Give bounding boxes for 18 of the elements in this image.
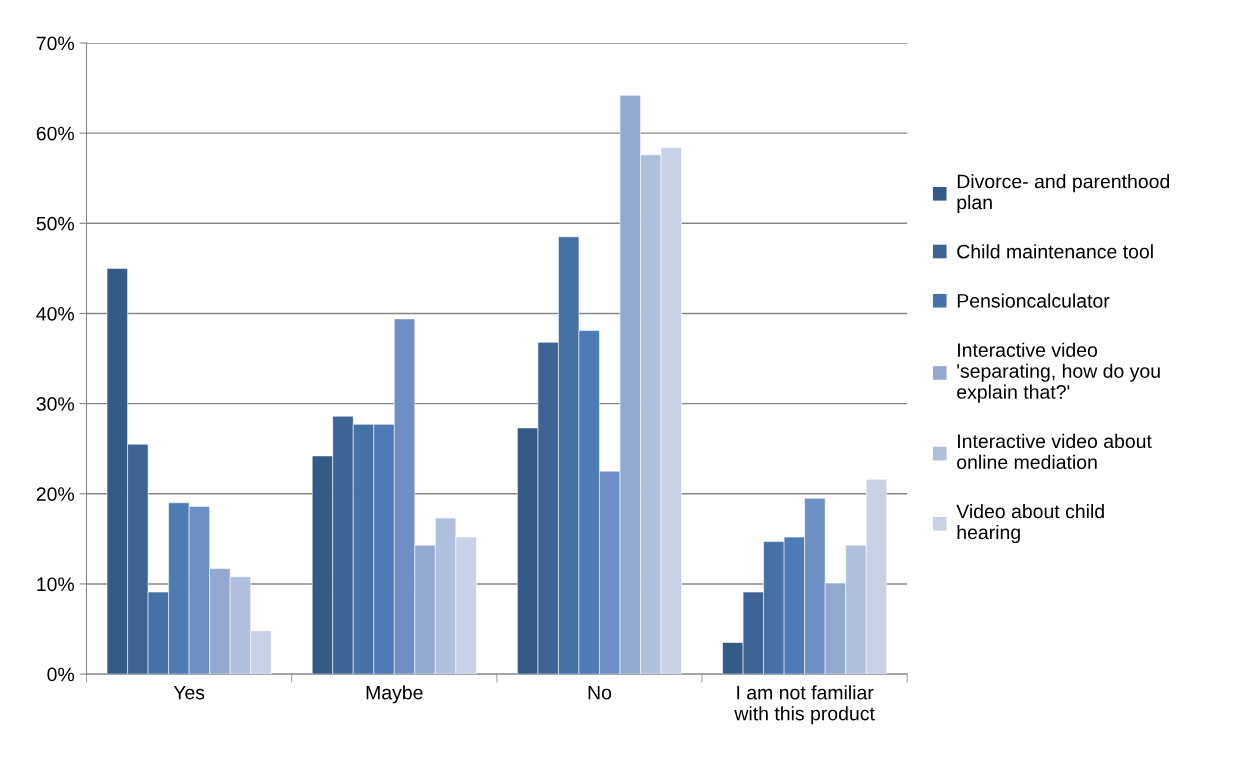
legend-label: Interactive video about online mediation: [957, 433, 1152, 470]
legend-label: Pensioncalculator: [957, 293, 1110, 308]
y-tick-label: 60%: [36, 126, 75, 141]
x-tick-label: No: [588, 685, 612, 700]
legend-label: Divorce- and parenthood plan: [957, 174, 1170, 214]
y-tick-label: 0%: [47, 667, 75, 682]
legend-label: Child maintenance tool: [957, 244, 1153, 259]
x-tick-label: Yes: [173, 685, 205, 700]
y-tick-label: 20%: [36, 487, 75, 502]
y-tick-label: 50%: [36, 216, 75, 231]
y-tick-label: 30%: [36, 397, 75, 411]
y-tick-label: 40%: [36, 306, 75, 321]
y-tick-label: 70%: [36, 36, 75, 51]
legend-label: Video about child hearing: [956, 503, 1104, 544]
x-tick-label: I am not familiar with this product: [734, 685, 875, 725]
x-tick-label: Maybe: [366, 685, 423, 704]
y-tick-label: 10%: [37, 577, 75, 592]
legend-label: Interactive video 'separating, how do you explain that?': [957, 342, 1160, 403]
